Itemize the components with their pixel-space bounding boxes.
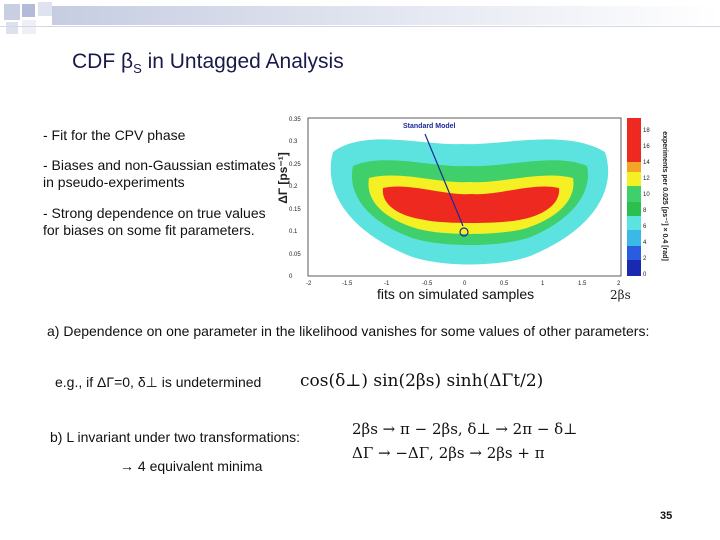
- sm-point-marker: [459, 227, 469, 237]
- y-tick: 0.15: [289, 207, 301, 213]
- z-tick: 0: [643, 272, 647, 278]
- x-tick: -0.5: [422, 281, 433, 287]
- z-tick: 14: [643, 160, 650, 166]
- y-axis-label: ΔΓ [ps⁻¹]: [276, 152, 290, 204]
- sm-annotation: Standard Model: [403, 123, 456, 130]
- z-tick: 8: [643, 208, 647, 214]
- y-tick: 0.05: [289, 252, 301, 258]
- z-tick: 18: [643, 128, 650, 134]
- z-tick: 6: [643, 224, 647, 230]
- y-tick: 0.1: [289, 229, 298, 235]
- x-axis-label: 2βs: [610, 288, 631, 302]
- decor-square-2: [22, 4, 35, 17]
- contour-red: [382, 186, 560, 223]
- x-tick: 1.5: [578, 281, 587, 287]
- z-tick: 12: [643, 176, 650, 182]
- formula-transformation-2: ΔΓ → −ΔΓ, 2βs → 2βs + π: [352, 444, 545, 462]
- y-tick: 0.2: [289, 184, 298, 190]
- x-tick: 1: [541, 281, 545, 287]
- z-tick: 16: [643, 144, 650, 150]
- z-tick: 4: [643, 240, 647, 246]
- y-tick: 0.35: [289, 117, 301, 123]
- sm-arrow: [424, 133, 464, 227]
- y-tick: 0.3: [289, 139, 298, 145]
- z-axis-label: experiments per 0.025 [ps⁻¹] × 0.4 [rad]: [661, 131, 668, 261]
- x-tick: 2: [617, 281, 621, 287]
- decor-square-5: [22, 20, 36, 34]
- color-scale: [627, 118, 641, 276]
- page-title: CDF βS in Untagged Analysis: [72, 50, 344, 76]
- y-tick: 0: [289, 274, 293, 280]
- bullet-1: - Fit for the CPV phase: [43, 127, 186, 143]
- x-tick: 0.5: [500, 281, 509, 287]
- header-rule: [52, 6, 720, 25]
- decor-square-4: [6, 22, 18, 34]
- decor-square-1: [4, 4, 20, 20]
- x-tick: -2: [306, 281, 312, 287]
- contour-plot-svg: Standard Model 0 0.05 0.1 0.15 0.2 0.25 …: [276, 117, 668, 302]
- page-number: 35: [660, 510, 673, 522]
- formula-likelihood-term: cos(δ⊥) sin(2βs) sinh(ΔΓt/2): [300, 371, 544, 391]
- bullet-3: - Strong dependence on true values for b…: [43, 205, 266, 238]
- decor-square-3: [38, 2, 52, 16]
- point-b: b) L invariant under two transformations…: [50, 429, 301, 445]
- x-tick: 0: [463, 281, 467, 287]
- minima-text: → 4 equivalent minima: [120, 458, 263, 474]
- point-a: a) Dependence on one parameter in the li…: [47, 323, 650, 339]
- y-tick: 0.25: [289, 162, 301, 168]
- x-tick: -1.5: [342, 281, 353, 287]
- formula-transformation-1: 2βs → π − 2βs, δ⊥ → 2π − δ⊥: [352, 420, 578, 438]
- contour-plot: Standard Model 0 0.05 0.1 0.15 0.2 0.25 …: [275, 108, 670, 306]
- z-tick: 10: [643, 192, 650, 198]
- example-text: e.g., if ΔΓ=0, δ⊥ is undetermined: [55, 374, 262, 390]
- plot-caption: fits on simulated samples: [377, 286, 535, 302]
- header-rule-line: [0, 26, 720, 27]
- x-tick: -1: [384, 281, 390, 287]
- z-tick: 2: [643, 256, 647, 262]
- bullet-2: - Biases and non-Gaussian estimates in p…: [43, 157, 276, 190]
